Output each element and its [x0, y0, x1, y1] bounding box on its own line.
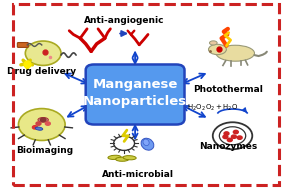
Circle shape — [224, 132, 229, 135]
Text: Bioimaging: Bioimaging — [16, 146, 73, 155]
Ellipse shape — [116, 157, 129, 161]
Circle shape — [227, 138, 232, 142]
Circle shape — [40, 118, 46, 122]
Circle shape — [32, 126, 37, 129]
Text: Anti-microbial: Anti-microbial — [102, 170, 174, 179]
Text: Manganese
Nanoparticles: Manganese Nanoparticles — [83, 78, 187, 108]
Circle shape — [233, 130, 238, 134]
Ellipse shape — [141, 138, 154, 150]
Circle shape — [237, 136, 242, 139]
Circle shape — [231, 135, 236, 138]
Text: Photothermal: Photothermal — [193, 85, 263, 94]
Circle shape — [223, 135, 228, 139]
Ellipse shape — [143, 139, 149, 146]
Ellipse shape — [216, 45, 254, 61]
Ellipse shape — [208, 44, 226, 55]
Circle shape — [213, 122, 252, 149]
Circle shape — [114, 136, 135, 150]
Ellipse shape — [210, 41, 217, 45]
Circle shape — [219, 127, 246, 145]
FancyBboxPatch shape — [17, 43, 28, 47]
Circle shape — [45, 122, 50, 125]
Text: $\rm O_2 + H_2O$: $\rm O_2 + H_2O$ — [205, 103, 238, 113]
Text: Nanozymes: Nanozymes — [199, 142, 258, 151]
Text: $\rm H_2O_2$: $\rm H_2O_2$ — [187, 103, 206, 113]
Text: Anti-angiogenic: Anti-angiogenic — [84, 16, 164, 25]
Ellipse shape — [108, 155, 121, 160]
Circle shape — [36, 122, 41, 125]
Ellipse shape — [38, 118, 48, 122]
Ellipse shape — [35, 127, 43, 130]
Ellipse shape — [123, 156, 136, 160]
Text: Drug delivery: Drug delivery — [7, 67, 76, 76]
Circle shape — [25, 41, 61, 65]
FancyBboxPatch shape — [86, 64, 185, 125]
Circle shape — [18, 108, 65, 140]
